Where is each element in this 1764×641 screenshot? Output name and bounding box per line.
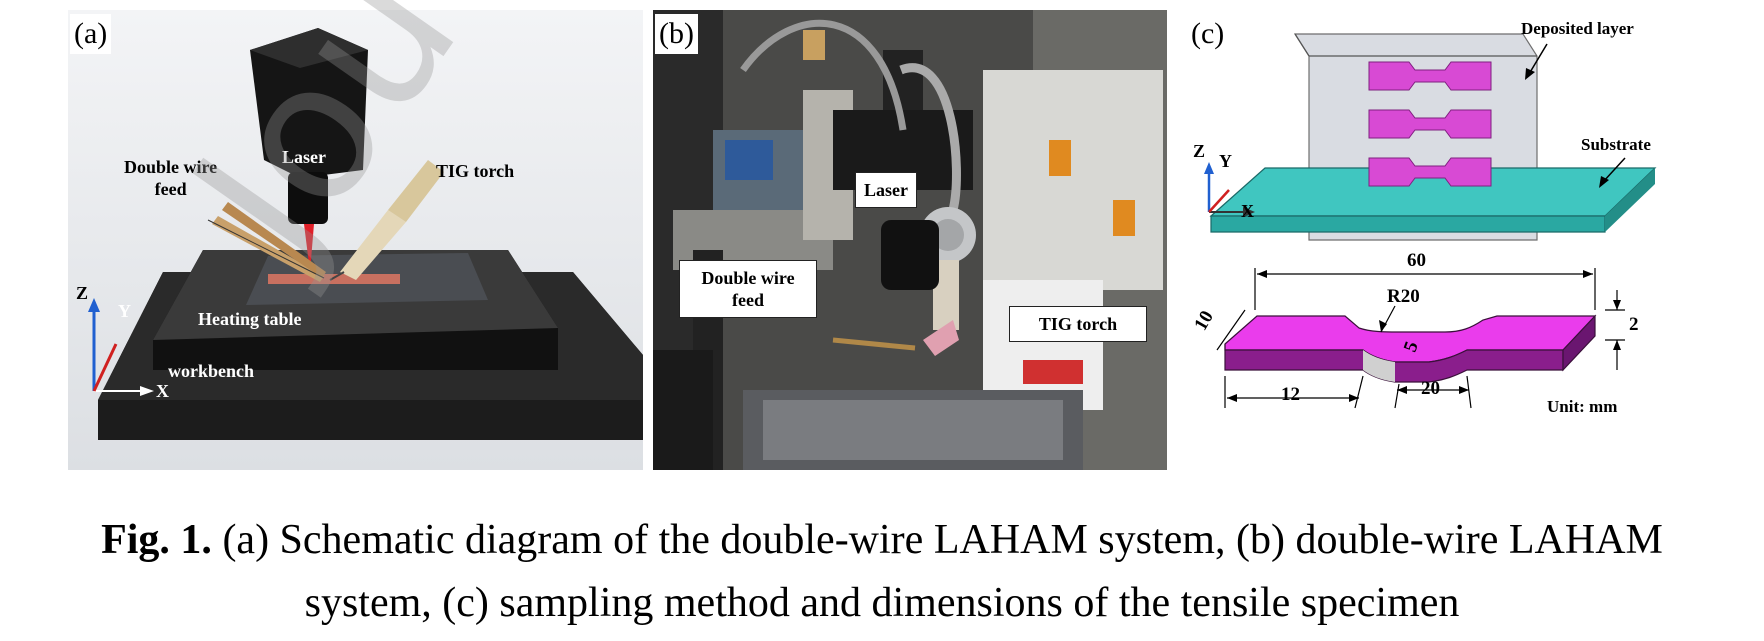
tig-torch xyxy=(329,160,444,281)
equipment-photo xyxy=(653,10,1167,470)
axis-y-label: Y xyxy=(118,301,131,321)
double-wire-feed-box-label: Double wire feed xyxy=(679,260,817,318)
double-wire-feed-line1: Double wire xyxy=(124,157,218,177)
panel-a-label: (a) xyxy=(70,14,112,54)
heating-table-label: Heating table xyxy=(198,309,302,329)
axis-triad-a xyxy=(88,298,154,396)
axis-z-label-c: Z xyxy=(1193,141,1206,161)
tensile-specimen-3d xyxy=(1224,314,1597,383)
schematic-drawing xyxy=(68,10,643,470)
double-wire-feed-box-line2: feed xyxy=(732,290,764,310)
double-wire-feed-line2: feed xyxy=(154,179,187,199)
panel-b-label: (b) xyxy=(655,14,698,54)
dim-60-label: 60 xyxy=(1407,250,1426,271)
blue-unit xyxy=(725,140,773,180)
workbench-label: workbench xyxy=(168,361,255,381)
axis-triad-c xyxy=(1204,162,1255,217)
panel-a-schematic: (a) Laser Double wire feed TIG torch Hea… xyxy=(68,10,643,470)
caption-text-line1: (a) Schematic diagram of the double-wire… xyxy=(222,517,1663,563)
specimen-diagram xyxy=(1204,33,1657,409)
substrate-label: Substrate xyxy=(1581,135,1651,154)
panel-c-label: (c) xyxy=(1187,14,1229,54)
laser-box-label: Laser xyxy=(855,172,917,208)
dimension-lines xyxy=(1216,268,1625,409)
double-wire-feed xyxy=(207,202,326,282)
double-wire-feed-box-line1: Double wire xyxy=(701,268,795,288)
axis-z-label: Z xyxy=(76,283,89,303)
axis-x-label-c: X xyxy=(1241,201,1254,221)
panel-b-photo: (b) Laser Double wire feed TIG torch xyxy=(653,10,1167,470)
figure-caption-line2: system, (c) sampling method and dimensio… xyxy=(304,580,1460,626)
panel-c-specimen: (c) Deposited layer Substrate Z Y X 60 R… xyxy=(1185,10,1720,470)
laser-head xyxy=(250,28,368,272)
dim-r20-label: R20 xyxy=(1387,286,1420,307)
laser-label: Laser xyxy=(282,147,326,167)
tensile-specimens-on-wall xyxy=(1368,61,1492,187)
tig-torch-label: TIG torch xyxy=(436,161,515,181)
figure-number: Fig. 1. xyxy=(101,517,212,563)
dimension-arrowheads xyxy=(1227,270,1621,402)
dim-12-label: 12 xyxy=(1281,384,1300,405)
gas-container xyxy=(983,280,1103,410)
deposited-bead xyxy=(268,274,400,284)
dim-2-label: 2 xyxy=(1629,314,1639,335)
axis-y-label-c: Y xyxy=(1219,151,1232,171)
double-wire-feed-label: Double wire feed xyxy=(124,156,217,200)
figure-caption-line1: Fig. 1. (a) Schematic diagram of the dou… xyxy=(0,513,1764,567)
deposited-layer-label: Deposited layer xyxy=(1521,19,1634,38)
unit-label: Unit: mm xyxy=(1547,397,1618,416)
dim-20-label: 20 xyxy=(1421,378,1440,399)
tig-torch-box-label: TIG torch xyxy=(1009,306,1147,342)
axis-x-label: X xyxy=(156,381,169,401)
